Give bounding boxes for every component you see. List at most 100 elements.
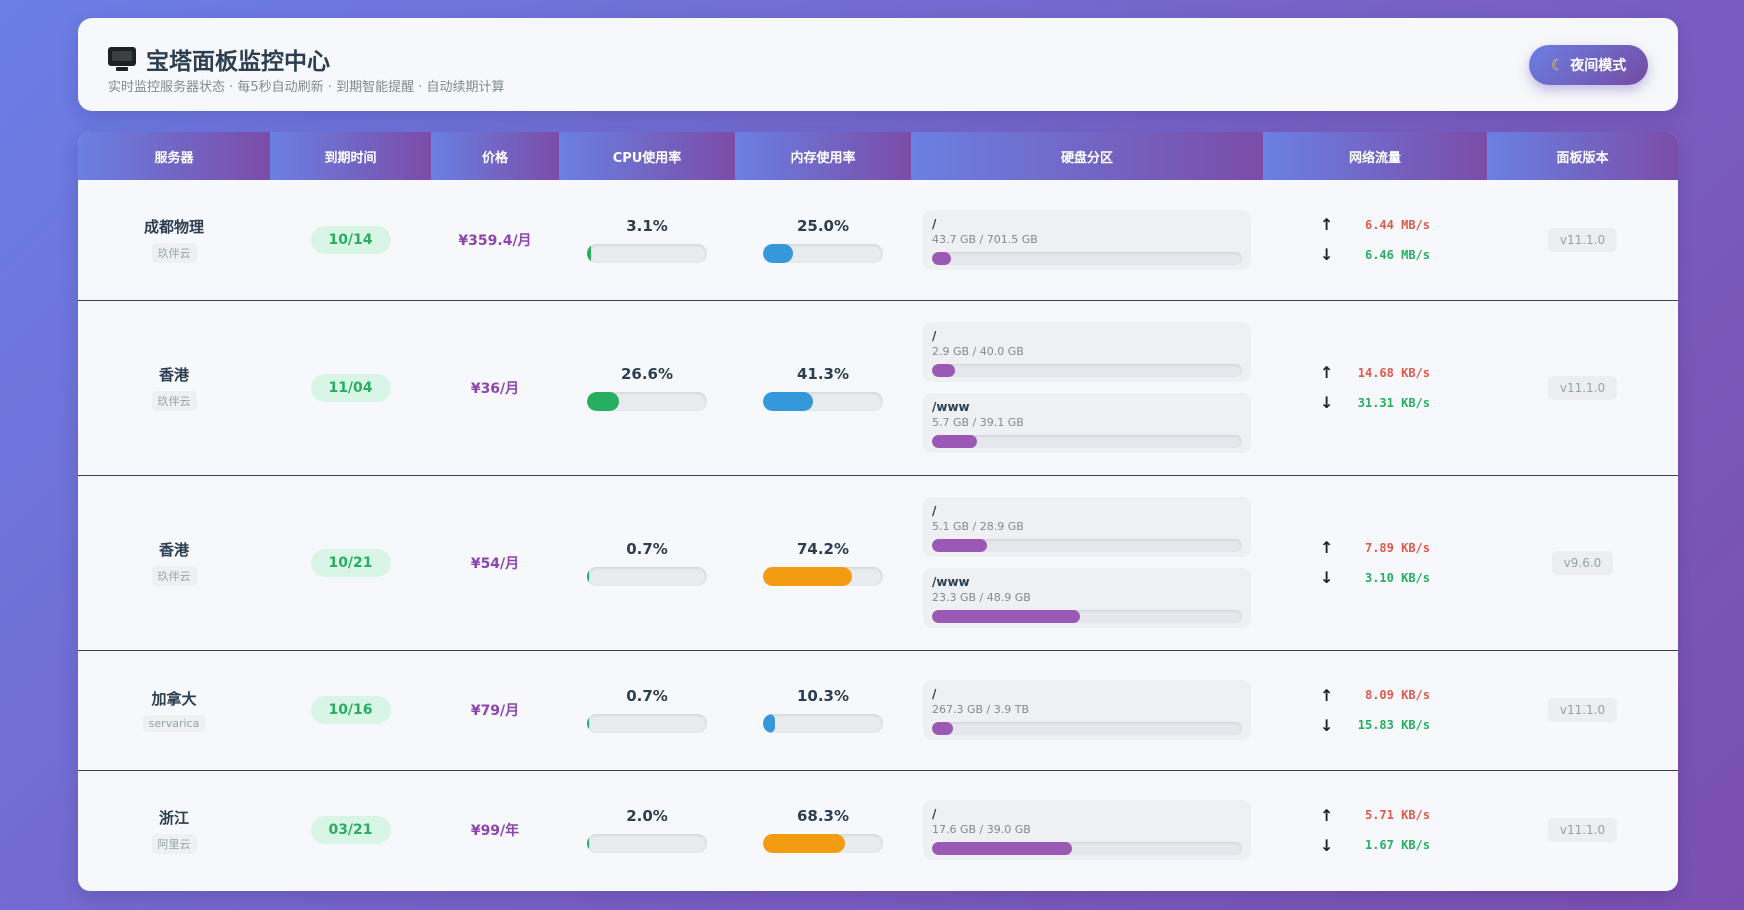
cell-memory: 10.3%: [735, 650, 911, 771]
night-mode-label: 夜间模式: [1570, 58, 1627, 74]
cell-cpu: 3.1%: [559, 180, 735, 301]
disk-usage-fill: [932, 364, 955, 377]
disk-usage-fill: [932, 842, 1072, 856]
version-badge: v11.1.0: [1547, 818, 1618, 843]
memory-usage-bar: [763, 566, 883, 586]
disk-usage-fill: [932, 539, 987, 552]
cell-memory: 68.3%: [735, 770, 911, 890]
cpu-usage-value: 3.1%: [626, 216, 668, 235]
server-table: 服务器 到期时间 价格 CPU使用率 内存使用率 硬盘分区 网络流量 面板版本 …: [78, 132, 1678, 890]
cell-network: ↑ 5.71 KB/s ↓ 1.67 KB/s: [1263, 770, 1487, 890]
disk-partition: /17.6 GB / 39.0 GB: [923, 800, 1251, 861]
upload-speed: 8.09 KB/s: [1364, 688, 1430, 702]
cell-version: v11.1.0: [1487, 770, 1678, 890]
memory-usage-fill: [763, 391, 813, 411]
cpu-usage-fill: [587, 391, 619, 411]
cell-network: ↑ 8.09 KB/s ↓ 15.83 KB/s: [1263, 650, 1487, 771]
cpu-usage-bar: [587, 714, 707, 733]
cell-version: v11.1.0: [1487, 650, 1678, 771]
cpu-usage-value: 0.7%: [626, 687, 668, 705]
provider-tag: 玖伴云: [151, 243, 197, 264]
provider-tag: 玖伴云: [151, 566, 197, 586]
memory-usage-bar: [763, 714, 883, 733]
cell-expiry: 10/14: [270, 180, 431, 301]
arrow-down-icon: ↓: [1320, 835, 1334, 855]
col-header-memory: 内存使用率: [735, 132, 911, 180]
memory-usage-value: 74.2%: [796, 539, 850, 558]
memory-usage-value: 68.3%: [796, 807, 850, 826]
night-mode-button[interactable]: ☾ 夜间模式: [1529, 45, 1648, 85]
server-name: 香港: [158, 366, 189, 384]
cpu-usage-bar: [587, 243, 707, 263]
cell-disk: / 5.1 GB / 28.9 GB/www 23.3 GB / 48.9 GB: [911, 475, 1263, 651]
cell-memory: 41.3%: [735, 300, 911, 476]
table-row: 香港 玖伴云 11/04 ¥36/月 26.6% 41.3% / 2.9 GB / 40.0 …: [78, 300, 1678, 476]
table-row: 成都物理 玖伴云 10/14 ¥359.4/月 3.1% 25.0% /43.7 GB / …: [78, 180, 1678, 301]
disk-partition: / 267.3 GB / 3.9 TB: [923, 680, 1251, 740]
server-name: 成都物理: [143, 218, 204, 237]
arrow-down-icon: ↓: [1320, 245, 1334, 265]
disk-usage-bar: [932, 364, 1242, 377]
download-speed: 3.10 KB/s: [1364, 570, 1430, 585]
arrow-up-icon: ↑: [1320, 363, 1334, 382]
memory-usage-fill: [763, 566, 853, 586]
cell-server: 香港 玖伴云: [78, 475, 270, 651]
memory-usage-fill: [763, 714, 776, 733]
cpu-usage-value: 0.7%: [626, 539, 668, 558]
upload-speed: 5.71 KB/s: [1364, 808, 1430, 823]
cell-server: 成都物理 玖伴云: [78, 180, 270, 301]
cpu-usage-bar: [587, 834, 707, 854]
expiry-badge: 03/21: [310, 816, 391, 845]
memory-usage-bar: [763, 391, 883, 411]
cpu-usage-fill: [587, 566, 590, 586]
disk-size: 5.7 GB / 39.1 GB: [932, 416, 1024, 429]
expiry-badge: 10/21: [310, 548, 391, 577]
disk-usage-bar: [932, 251, 1242, 265]
disk-size: 267.3 GB / 3.9 TB: [932, 703, 1030, 716]
disk-path: /: [932, 687, 937, 701]
cpu-usage-bar: [587, 566, 707, 586]
cell-disk: /17.6 GB / 39.0 GB: [911, 770, 1263, 890]
version-badge: v11.1.0: [1547, 227, 1618, 252]
cell-memory: 25.0%: [735, 180, 911, 301]
disk-usage-fill: [932, 610, 1080, 623]
cell-server: 浙江 阿里云: [78, 770, 270, 890]
disk-size: 2.9 GB / 40.0 GB: [932, 345, 1024, 358]
cell-expiry: 10/16: [270, 650, 431, 771]
monitor-icon: [108, 47, 136, 71]
table-header-row: 服务器 到期时间 价格 CPU使用率 内存使用率 硬盘分区 网络流量 面板版本: [78, 132, 1678, 180]
cell-version: v11.1.0: [1487, 180, 1678, 301]
cpu-usage-fill: [587, 243, 591, 263]
provider-tag: 阿里云: [151, 833, 197, 854]
cell-disk: / 2.9 GB / 40.0 GB/www 5.7 GB / 39.1 GB: [911, 300, 1263, 476]
disk-usage-bar: [932, 539, 1242, 552]
col-header-price: 价格: [431, 132, 559, 180]
cell-network: ↑ 7.89 KB/s ↓ 3.10 KB/s: [1263, 475, 1487, 651]
table-row: 加拿大 servarica 10/16 ¥79/月 0.7% 10.3% / 267.3 GB…: [78, 650, 1678, 771]
cell-price: ¥54/月: [431, 475, 559, 651]
disk-path: /: [932, 807, 937, 822]
upload-speed: 14.68 KB/s: [1357, 365, 1430, 380]
disk-usage-fill: [932, 435, 978, 448]
memory-usage-fill: [763, 834, 845, 854]
arrow-up-icon: ↑: [1320, 538, 1334, 557]
disk-path: /: [932, 329, 937, 343]
table-row: 香港 玖伴云 10/21 ¥54/月 0.7% 74.2% / 5.1 GB / 28.9 G…: [78, 475, 1678, 651]
server-name: 浙江: [158, 808, 189, 827]
cpu-usage-bar: [587, 391, 707, 411]
disk-path: /: [932, 504, 937, 518]
arrow-up-icon: ↑: [1320, 805, 1334, 825]
download-speed: 31.31 KB/s: [1357, 395, 1430, 410]
cell-server: 加拿大 servarica: [78, 650, 270, 771]
page-title: 宝塔面板监控中心: [146, 49, 330, 75]
cell-server: 香港 玖伴云: [78, 300, 270, 476]
cell-cpu: 0.7%: [559, 475, 735, 651]
price-text: ¥54/月: [470, 555, 520, 572]
cell-cpu: 26.6%: [559, 300, 735, 476]
provider-tag: servarica: [142, 715, 206, 732]
col-header-version: 面板版本: [1487, 132, 1678, 180]
disk-partition: / 2.9 GB / 40.0 GB: [923, 322, 1251, 382]
cell-disk: / 267.3 GB / 3.9 TB: [911, 650, 1263, 771]
memory-usage-value: 25.0%: [796, 216, 850, 235]
cell-price: ¥36/月: [431, 300, 559, 476]
